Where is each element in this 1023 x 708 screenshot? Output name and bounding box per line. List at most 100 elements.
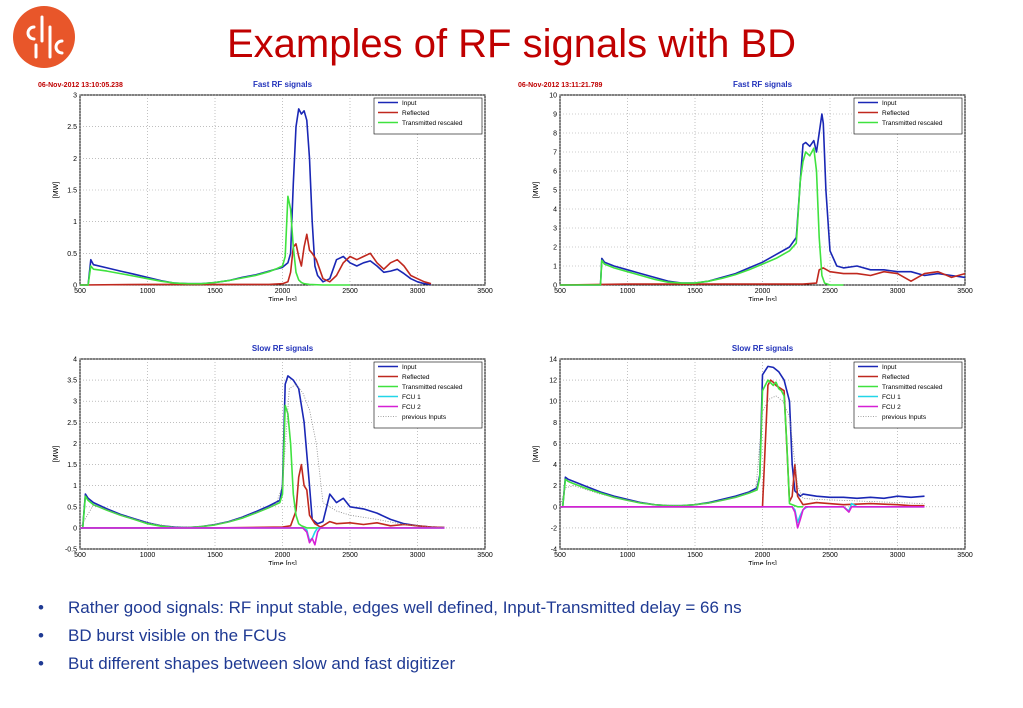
y-tick-label: 3 [73,93,77,100]
y-tick-label: 4 [553,462,557,469]
x-tick-label: 2000 [755,552,771,559]
legend-label: previous Inputs [882,414,927,421]
x-tick-label: 2500 [342,288,358,295]
x-tick-label: 500 [74,288,86,295]
x-tick-label: 3000 [890,288,906,295]
legend: Input Reflected Transmitted rescaled [373,97,483,135]
legend: Input Reflected Transmitted rescaled FCU 1 F… [373,361,483,429]
series-line [559,395,925,507]
y-tick-label: 3.5 [67,378,77,385]
legend-label: Reflected [402,374,430,381]
bullet-text: But different shapes between slow and fa… [68,654,456,673]
series-line [80,527,445,546]
x-tick-label: 1500 [207,288,223,295]
x-tick-label: 1000 [620,552,636,559]
x-tick-label: 3000 [410,552,426,559]
y-tick-label: 1 [73,219,77,226]
x-tick-label: 3500 [477,552,493,559]
legend-box [853,97,963,135]
y-tick-label: 3 [73,399,77,406]
legend-label: Input [402,364,417,371]
x-tick-label: 1000 [140,552,156,559]
y-axis-label: [MW] [533,446,540,462]
legend-label: previous Inputs [402,414,447,421]
y-tick-label: 0 [553,283,557,290]
y-axis-label: [MW] [53,446,60,462]
bullet-list: • Rather good signals: RF input stable, e… [38,594,742,678]
x-axis-label: Time [ns] [268,561,297,565]
legend-label: Transmitted rescaled [882,120,943,127]
legend-label: FCU 2 [402,404,421,411]
bullet-text: BD burst visible on the FCUs [68,626,287,645]
y-tick-label: 8 [553,420,557,427]
legend-box [373,97,483,135]
x-tick-label: 2500 [342,552,358,559]
y-tick-label: 2.5 [67,124,77,131]
chart-title: Slow RF signals [732,344,794,353]
y-tick-label: 2 [553,483,557,490]
x-tick-label: 500 [554,552,566,559]
legend: Input Reflected Transmitted rescaled FCU 1 F… [853,361,963,429]
legend-label: Input [882,364,897,371]
series-line [560,379,803,508]
x-tick-label: 2500 [822,552,838,559]
y-tick-label: 8 [553,131,557,138]
y-tick-label: 5 [553,188,557,195]
chart-svg: 500 1000 1500 2000 2500 3000 3500 -4 -2 0 2 4 6 8 10 12… [533,344,973,565]
bullet-dot-icon: • [38,598,44,617]
chart-fast-rf-2: 500 1000 1500 2000 2500 3000 3500 0 1 2 3 4 5 6 7 8 9 10 T… [510,76,980,301]
legend-box [373,361,483,429]
legend-label: FCU 1 [402,394,421,401]
y-tick-label: 2 [73,441,77,448]
chart-title: Fast RF signals [253,80,313,89]
legend-label: Reflected [882,374,910,381]
x-tick-label: 2000 [275,552,291,559]
chart-slow-rf-2: 500 1000 1500 2000 2500 3000 3500 -4 -2 0 2 4 6 8 10 12… [510,340,980,565]
y-tick-label: 0 [73,525,77,532]
y-tick-label: 1.5 [67,462,77,469]
legend-label: Input [882,100,897,107]
y-tick-label: 7 [553,150,557,157]
legend: Input Reflected Transmitted rescaled [853,97,963,135]
legend-label: Reflected [882,110,910,117]
chart-timestamp: 06-Nov-2012 13:11:21.789 [518,82,603,89]
legend-label: FCU 1 [882,394,901,401]
y-tick-label: 3 [553,226,557,233]
x-axis-label: Time [ns] [748,297,777,301]
y-tick-label: -4 [551,547,557,554]
x-axis-label: Time [ns] [748,561,777,565]
x-tick-label: 1000 [620,288,636,295]
chart-timestamp: 06-Nov-2012 13:10:05.238 [38,82,123,89]
legend-label: Transmitted rescaled [882,384,943,391]
bullet-item: • But different shapes between slow and f… [38,650,742,678]
legend-label: Transmitted rescaled [402,384,463,391]
legend-label: Input [402,100,417,107]
legend-label: FCU 2 [882,404,901,411]
x-tick-label: 2000 [755,288,771,295]
series-line [79,383,445,529]
y-tick-label: 2 [73,156,77,163]
y-axis-label: [MW] [533,182,540,198]
x-tick-label: 3500 [477,288,493,295]
y-tick-label: 0.5 [67,504,77,511]
y-tick-label: 2.5 [67,420,77,427]
y-tick-label: 14 [549,357,557,364]
y-tick-label: 4 [553,207,557,214]
y-tick-label: 0 [553,504,557,511]
y-tick-label: 10 [549,93,557,100]
chart-title: Fast RF signals [733,80,793,89]
series-line [560,379,925,508]
y-tick-label: 6 [553,441,557,448]
chart-svg: 500 1000 1500 2000 2500 3000 3500 -0.5 0 0.5 1 1.5 2… [53,344,493,565]
y-axis-label: [MW] [53,182,60,198]
series-line [559,267,966,286]
x-tick-label: 3500 [957,552,973,559]
x-tick-label: 2000 [275,288,291,295]
y-tick-label: 4 [73,357,77,364]
x-tick-label: 3000 [890,552,906,559]
series-line [79,233,432,286]
x-tick-label: 1500 [687,552,703,559]
y-tick-label: 1 [553,264,557,271]
x-tick-label: 3000 [410,288,426,295]
series-line [80,463,445,529]
